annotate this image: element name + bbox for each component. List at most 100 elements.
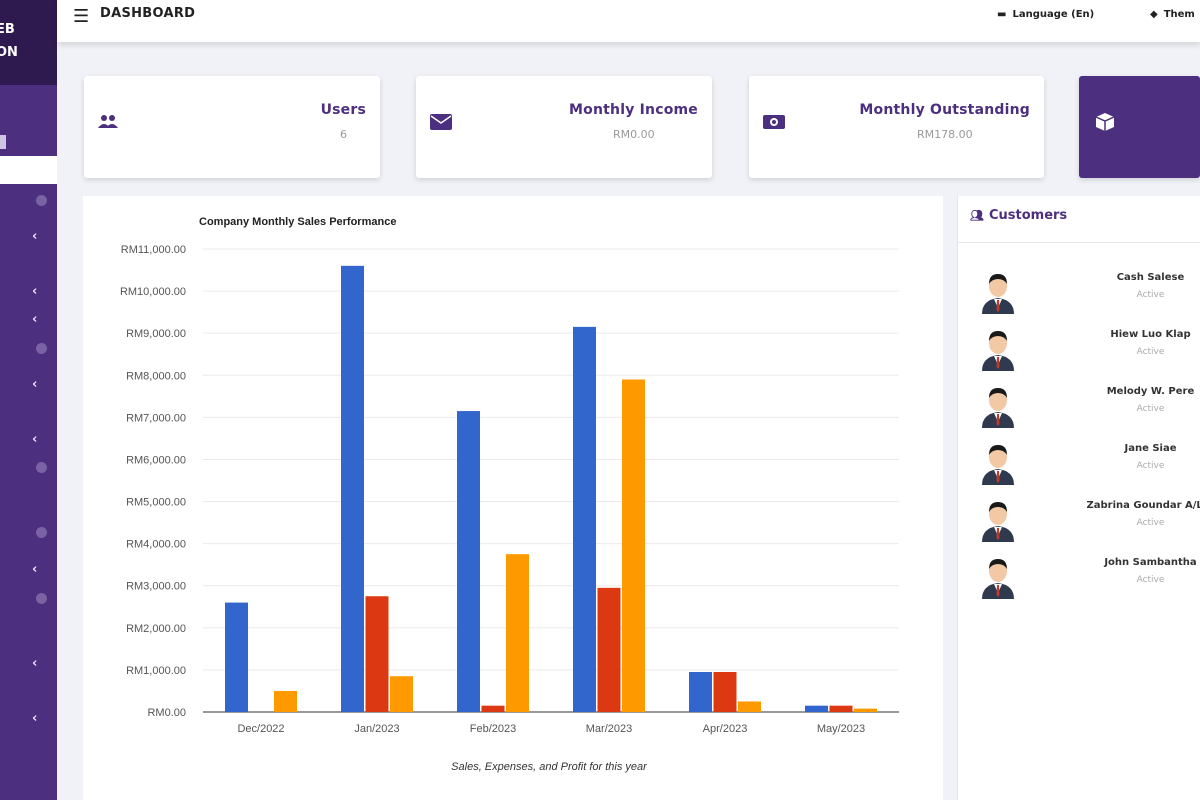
nav-dot-icon[interactable] xyxy=(36,593,47,604)
chart-bar[interactable] xyxy=(390,676,413,712)
menu-icon[interactable]: ☰ xyxy=(73,6,90,27)
customers-panel: 👥︎ Customers Cash Salese Active Hiew Luo Kl… xyxy=(957,196,1200,800)
chart-bar[interactable] xyxy=(341,265,364,712)
chart-bar[interactable] xyxy=(689,672,712,712)
customer-name: Melody W. Pere xyxy=(1106,386,1195,397)
chart-bar[interactable] xyxy=(225,602,248,712)
customer-list-item[interactable]: John Sambantha Active xyxy=(958,553,1200,601)
chart-y-tick-label: RM9,000.00 xyxy=(126,328,186,340)
chart-bar[interactable] xyxy=(597,587,621,712)
nav-dot-icon[interactable] xyxy=(36,195,47,206)
monthly-outstanding-title: Monthly Outstanding xyxy=(859,102,1030,118)
chart-y-tick-label: RM7,000.00 xyxy=(126,412,186,424)
chart-x-axis-title: Sales, Expenses, and Profit for this yea… xyxy=(451,761,648,773)
chevron-left-icon[interactable]: ‹ xyxy=(32,562,38,577)
nav-dot-icon[interactable] xyxy=(36,343,47,354)
chart-bar[interactable] xyxy=(622,379,645,712)
customers-header: 👥︎ Customers xyxy=(958,196,1200,243)
chart-y-tick-label: RM11,000.00 xyxy=(121,244,186,256)
chart-bar[interactable] xyxy=(506,554,529,712)
customer-list-item[interactable]: Melody W. Pere Active xyxy=(958,382,1200,430)
top-navbar: ☰ DASHBOARD ▬ Language (En) ◆ Them xyxy=(57,0,1200,42)
chart-x-tick-label: May/2023 xyxy=(817,723,865,735)
chart-y-tick-label: RM6,000.00 xyxy=(126,454,186,466)
chart-bar[interactable] xyxy=(738,701,761,712)
chart-bar[interactable] xyxy=(854,708,877,712)
chart-x-tick-label: Mar/2023 xyxy=(586,723,632,735)
chart-bar[interactable] xyxy=(481,705,505,712)
chart-bar[interactable] xyxy=(829,705,853,712)
brand-logo[interactable]: EB ON xyxy=(0,0,57,85)
brand-line-2: ON xyxy=(0,45,18,60)
customer-avatar xyxy=(982,559,1014,599)
customer-status: Active xyxy=(1136,575,1165,585)
customer-avatar xyxy=(982,445,1014,485)
chart-y-tick-label: RM3,000.00 xyxy=(126,581,186,593)
brand-line-1: EB xyxy=(0,22,15,37)
chart-bar[interactable] xyxy=(713,672,737,712)
chart-bar[interactable] xyxy=(365,596,389,712)
language-icon: ▬ xyxy=(997,9,1007,20)
customer-name: Hiew Luo Klap xyxy=(1110,329,1191,340)
sidebar-search-input[interactable] xyxy=(0,156,57,184)
chart-bar[interactable] xyxy=(457,411,480,712)
chart-title: Company Monthly Sales Performance xyxy=(199,216,396,228)
language-button[interactable]: ▬ Language (En) xyxy=(997,9,1094,20)
chart-x-tick-label: Apr/2023 xyxy=(703,723,748,735)
chevron-left-icon[interactable]: ‹ xyxy=(32,377,38,392)
customer-list-item[interactable]: Jane Siae Active xyxy=(958,439,1200,487)
monthly-outstanding-card[interactable]: Monthly Outstanding RM178.00 xyxy=(749,76,1044,178)
chart-y-tick-label: RM5,000.00 xyxy=(126,497,186,509)
chart-y-tick-label: RM4,000.00 xyxy=(126,539,186,551)
monthly-income-title: Monthly Income xyxy=(569,102,698,118)
customer-status: Active xyxy=(1136,347,1165,357)
nav-dot-icon[interactable] xyxy=(36,462,47,473)
users-icon: 👥︎ xyxy=(970,209,984,222)
chevron-left-icon[interactable]: ‹ xyxy=(32,711,38,726)
chart-y-tick-label: RM8,000.00 xyxy=(126,370,186,382)
monthly-outstanding-value: RM178.00 xyxy=(917,128,973,141)
theme-button[interactable]: ◆ Them xyxy=(1150,9,1195,20)
cube-card[interactable] xyxy=(1079,76,1200,178)
page-title: DASHBOARD xyxy=(100,6,196,21)
theme-icon: ◆ xyxy=(1150,9,1158,20)
customer-list-item[interactable]: Cash Salese Active xyxy=(958,268,1200,316)
sales-chart-panel: Company Monthly Sales Performance RM0.00… xyxy=(83,196,943,800)
customers-title: Customers xyxy=(988,208,1068,223)
customer-list-item[interactable]: Hiew Luo Klap Active xyxy=(958,325,1200,373)
user-avatar[interactable] xyxy=(0,135,6,149)
chart-bar[interactable] xyxy=(274,690,297,712)
chart-x-tick-label: Feb/2023 xyxy=(470,723,516,735)
language-label: Language (En) xyxy=(1012,9,1095,20)
monthly-income-card[interactable]: Monthly Income RM0.00 xyxy=(416,76,712,178)
chart-y-tick-label: RM0.00 xyxy=(147,707,186,719)
customer-status: Active xyxy=(1136,404,1165,414)
chart-bar[interactable] xyxy=(573,326,596,712)
chevron-left-icon[interactable]: ‹ xyxy=(32,432,38,447)
customer-status: Active xyxy=(1136,461,1165,471)
cube-icon xyxy=(1095,112,1115,136)
customer-avatar xyxy=(982,502,1014,542)
customer-avatar xyxy=(982,388,1014,428)
customer-list-item[interactable]: Zabrina Goundar A/L G Active xyxy=(958,496,1200,544)
chart-bar[interactable] xyxy=(805,705,828,712)
customer-name: Jane Siae xyxy=(1124,443,1177,454)
users-card[interactable]: Users 6 xyxy=(84,76,380,178)
chart-y-tick-label: RM2,000.00 xyxy=(126,623,186,635)
chart-x-tick-label: Jan/2023 xyxy=(354,723,399,735)
customer-avatar xyxy=(982,331,1014,371)
envelope-icon xyxy=(430,114,452,134)
chevron-left-icon[interactable]: ‹ xyxy=(32,312,38,327)
monthly-income-value: RM0.00 xyxy=(613,128,655,141)
money-icon xyxy=(763,114,785,134)
chevron-left-icon[interactable]: ‹ xyxy=(32,656,38,671)
customer-name: Cash Salese xyxy=(1116,272,1185,283)
customer-name: Zabrina Goundar A/L G xyxy=(1086,500,1200,511)
chevron-left-icon[interactable]: ‹ xyxy=(32,229,38,244)
chevron-left-icon[interactable]: ‹ xyxy=(32,284,38,299)
customer-status: Active xyxy=(1136,518,1165,528)
nav-dot-icon[interactable] xyxy=(36,527,47,538)
sidebar: EB ON ‹ ‹ ‹ ‹ ‹ ‹ ‹ ‹ xyxy=(0,0,57,800)
customer-avatar xyxy=(982,274,1014,314)
users-card-value: 6 xyxy=(340,128,347,141)
